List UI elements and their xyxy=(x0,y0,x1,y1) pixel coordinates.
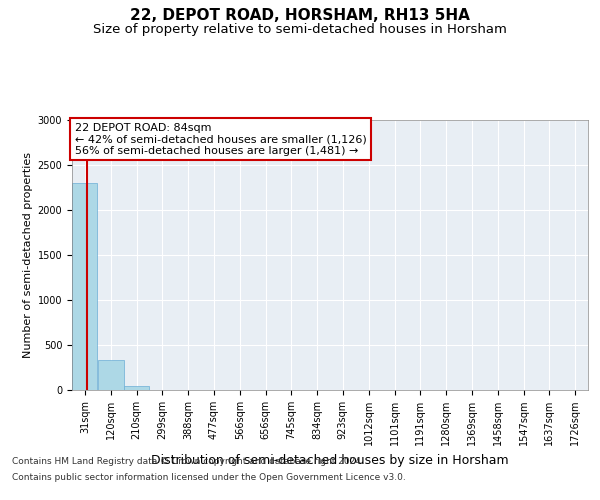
Text: Contains public sector information licensed under the Open Government Licence v3: Contains public sector information licen… xyxy=(12,472,406,482)
Bar xyxy=(72,183,97,390)
X-axis label: Distribution of semi-detached houses by size in Horsham: Distribution of semi-detached houses by … xyxy=(151,454,509,466)
Text: Contains HM Land Registry data © Crown copyright and database right 2024.: Contains HM Land Registry data © Crown c… xyxy=(12,458,364,466)
Bar xyxy=(98,360,124,390)
Text: 22 DEPOT ROAD: 84sqm
← 42% of semi-detached houses are smaller (1,126)
56% of se: 22 DEPOT ROAD: 84sqm ← 42% of semi-detac… xyxy=(74,122,367,156)
Y-axis label: Number of semi-detached properties: Number of semi-detached properties xyxy=(23,152,34,358)
Bar xyxy=(124,386,149,390)
Text: 22, DEPOT ROAD, HORSHAM, RH13 5HA: 22, DEPOT ROAD, HORSHAM, RH13 5HA xyxy=(130,8,470,22)
Text: Size of property relative to semi-detached houses in Horsham: Size of property relative to semi-detach… xyxy=(93,22,507,36)
